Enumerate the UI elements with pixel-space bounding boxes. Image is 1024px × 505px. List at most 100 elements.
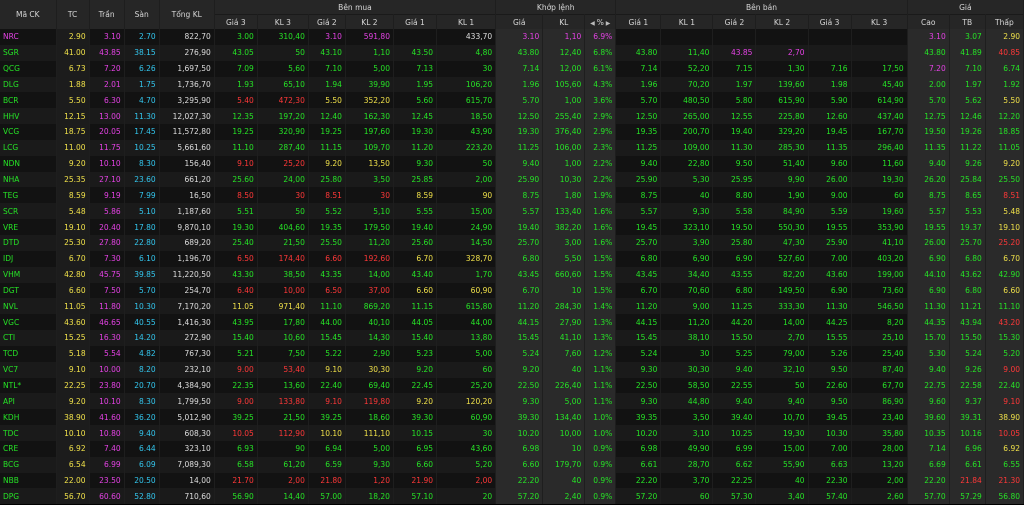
- cell-symbol[interactable]: BCG: [0, 456, 57, 473]
- cell-symbol[interactable]: NDN: [0, 155, 57, 172]
- cell-symbol[interactable]: DPG: [0, 488, 57, 505]
- col-header-symbol[interactable]: Mã CK: [0, 0, 57, 29]
- cell-symbol[interactable]: VGC: [0, 314, 57, 331]
- cell-match-pct: 1.3%: [584, 314, 617, 331]
- table-row[interactable]: TDC 10.10 10.80 9.40 608,30 10.05 112,90 10.10 1…: [0, 425, 1024, 441]
- cell-sell-vol-2: 47,30: [755, 234, 809, 251]
- cell-sell-price-1: 44.15: [615, 314, 662, 331]
- cell-total-volume: 9,870,10: [159, 219, 215, 235]
- cell-symbol[interactable]: QCG: [0, 60, 57, 77]
- table-row[interactable]: VCG 18.75 20.05 17.45 11,572,80 19.25 320,90 19…: [0, 124, 1024, 140]
- col-header-buy-6[interactable]: KL 1: [436, 14, 497, 29]
- table-row[interactable]: NDN 9.20 10.10 8.30 156,40 9.10 25,20 9.20 13,50…: [0, 155, 1024, 172]
- cell-floor: 4.70: [124, 92, 160, 109]
- col-header-sell-1[interactable]: Giá 1: [615, 14, 662, 29]
- col-header-buy-2[interactable]: KL 3: [257, 14, 309, 29]
- table-row[interactable]: DTD 25.30 27.80 22.80 689,20 25.40 21,50 25.50 1…: [0, 234, 1024, 251]
- col-header-sell-4[interactable]: KL 2: [755, 14, 809, 29]
- table-row[interactable]: CRE 6.92 7.40 6.44 323,10 6.93 90 6.94 5,00 6.95 4…: [0, 440, 1024, 457]
- cell-sell-vol-2: 19,30: [755, 425, 809, 441]
- table-row[interactable]: IDJ 6.70 7.30 6.10 1,196,70 6.50 174,40 6.60 192…: [0, 250, 1024, 267]
- cell-symbol[interactable]: VC7: [0, 361, 57, 378]
- table-row[interactable]: TEG 8.59 9.19 7.99 16,50 8.50 30 8.51 30 8.59 90 8.…: [0, 187, 1024, 204]
- table-row[interactable]: CTI 15.25 16.30 14.20 272,90 15.40 10,60 15.45 1…: [0, 330, 1024, 346]
- table-row[interactable]: KDH 38.90 41.60 36.20 5,012,90 39.25 21,50 39.2…: [0, 409, 1024, 426]
- cell-symbol[interactable]: API: [0, 393, 57, 410]
- table-row[interactable]: LCG 11.00 11.75 10.25 5,661,60 11.10 287,40 11.…: [0, 139, 1024, 156]
- cell-symbol[interactable]: NVL: [0, 298, 57, 315]
- table-row[interactable]: VC7 9.10 10.00 8.20 232,10 9.00 53,40 9.10 30,30…: [0, 361, 1024, 378]
- table-row[interactable]: NVL 11.05 11.80 10.30 7,170,20 11.05 971,40 11.…: [0, 298, 1024, 315]
- col-header-buy-4[interactable]: KL 2: [345, 14, 394, 29]
- cell-sell-price-3: 9.50: [808, 393, 852, 410]
- col-header-match-3[interactable]: ◀ % ▶: [584, 14, 617, 29]
- table-row[interactable]: NBB 22.00 23.50 20.50 14,00 21.70 2,00 21.80 1,2…: [0, 472, 1024, 489]
- col-header-match-1[interactable]: Giá: [495, 14, 544, 29]
- sort-left-icon[interactable]: ◀: [590, 19, 597, 27]
- cell-symbol[interactable]: KDH: [0, 409, 57, 426]
- col-header-total-volume[interactable]: Tổng KL: [159, 0, 215, 29]
- table-row[interactable]: TCD 5.18 5.54 4.82 767,30 5.21 7,50 5.22 2,90 5.2…: [0, 345, 1024, 362]
- cell-buy-price-3: 25.40: [214, 234, 258, 251]
- cell-symbol[interactable]: CRE: [0, 440, 57, 457]
- cell-symbol[interactable]: VCG: [0, 124, 57, 140]
- cell-symbol[interactable]: LCG: [0, 139, 57, 156]
- cell-symbol[interactable]: TCD: [0, 345, 57, 362]
- cell-symbol[interactable]: NHA: [0, 171, 57, 188]
- table-row[interactable]: BCR 5.50 6.30 4.70 3,295,90 5.40 472,30 5.50 352…: [0, 92, 1024, 109]
- table-row[interactable]: SGR 41.00 43.85 38.15 276,90 43.05 50 43.10 1,10…: [0, 44, 1024, 61]
- col-header-floor[interactable]: Sàn: [124, 0, 160, 29]
- table-row[interactable]: API 9.20 10.10 8.30 1,799,50 9.00 133,80 9.10 11…: [0, 393, 1024, 410]
- table-row[interactable]: VGC 43.60 46.65 40.55 1,416,30 43.95 17,80 44.0…: [0, 314, 1024, 331]
- table-row[interactable]: DGT 6.60 7.50 5.70 254,70 6.40 10,00 6.50 37,00 6…: [0, 282, 1024, 299]
- cell-symbol[interactable]: VHM: [0, 266, 57, 283]
- table-row[interactable]: NTL* 22.25 23.80 20.70 4,384,90 22.35 13,60 22.…: [0, 377, 1024, 394]
- table-row[interactable]: HHV 12.15 13.00 11.30 12,027,30 12.35 197,20 12…: [0, 108, 1024, 125]
- cell-symbol[interactable]: TEG: [0, 187, 57, 204]
- table-row[interactable]: DLG 1.88 2.01 1.75 1,736,70 1.93 65,10 1.94 39,9…: [0, 76, 1024, 93]
- sort-right-icon[interactable]: ▶: [603, 19, 611, 27]
- cell-symbol[interactable]: NTL*: [0, 377, 57, 394]
- cell-match-vol: 179,70: [542, 456, 586, 473]
- col-header-sell-2[interactable]: KL 1: [660, 14, 714, 29]
- cell-symbol[interactable]: BCR: [0, 92, 57, 109]
- cell-symbol[interactable]: DGT: [0, 282, 57, 299]
- group-header-buy: Bên mua: [214, 0, 497, 15]
- table-row[interactable]: BCG 6.54 6.99 6.09 7,089,30 6.58 61,20 6.59 9,30…: [0, 456, 1024, 473]
- cell-match-pct: 1.5%: [584, 266, 617, 283]
- cell-symbol[interactable]: DLG: [0, 76, 57, 93]
- cell-symbol[interactable]: SCR: [0, 203, 57, 220]
- col-header-sell-6[interactable]: KL 3: [851, 14, 908, 29]
- col-header-sell-5[interactable]: Giá 3: [808, 14, 852, 29]
- col-header-ceil[interactable]: Trần: [89, 0, 125, 29]
- cell-symbol[interactable]: NBB: [0, 472, 57, 489]
- table-row[interactable]: NRC 2.90 3.10 2.70 822,70 3.00 310,40 3.10 591,8…: [0, 29, 1024, 45]
- cell-symbol[interactable]: DTD: [0, 234, 57, 251]
- cell-buy-vol-2: 5,00: [345, 440, 394, 457]
- table-row[interactable]: QCG 6.73 7.20 6.26 1,697,50 7.09 5,60 7.10 5,00 7…: [0, 60, 1024, 77]
- cell-symbol[interactable]: NRC: [0, 29, 57, 45]
- table-row[interactable]: VRE 19.10 20.40 17.80 9,870,10 19.30 404,60 19.…: [0, 219, 1024, 235]
- col-header-price-1[interactable]: Cao: [907, 14, 950, 29]
- col-header-price-3[interactable]: Thấp: [985, 14, 1024, 29]
- cell-symbol[interactable]: TDC: [0, 425, 57, 441]
- cell-symbol[interactable]: CTI: [0, 330, 57, 346]
- cell-buy-vol-2: 18,60: [345, 409, 394, 426]
- col-header-ref[interactable]: TC: [56, 0, 90, 29]
- cell-symbol[interactable]: HHV: [0, 108, 57, 125]
- cell-symbol[interactable]: SGR: [0, 44, 57, 61]
- table-row[interactable]: NHA 25.35 27.10 23.60 661,20 25.60 24,00 25.80 3…: [0, 171, 1024, 188]
- table-row[interactable]: DPG 56.70 60.60 52.80 710,60 56.90 14,40 57.00 1…: [0, 488, 1024, 505]
- col-header-buy-3[interactable]: Giá 2: [308, 14, 346, 29]
- cell-ref: 2.90: [56, 29, 90, 45]
- col-header-sell-3[interactable]: Giá 2: [712, 14, 757, 29]
- cell-symbol[interactable]: VRE: [0, 219, 57, 235]
- cell-buy-vol-1: 14,50: [436, 234, 497, 251]
- cell-symbol[interactable]: IDJ: [0, 250, 57, 267]
- table-row[interactable]: SCR 5.48 5.86 5.10 1,187,60 5.51 50 5.52 5,10 5.5…: [0, 203, 1024, 220]
- col-header-buy-5[interactable]: Giá 1: [393, 14, 438, 29]
- col-header-match-2[interactable]: KL: [542, 14, 586, 29]
- col-header-price-2[interactable]: TB: [949, 14, 986, 29]
- table-row[interactable]: VHM 42.80 45.75 39.85 11,220,50 43.30 38,50 43.…: [0, 266, 1024, 283]
- col-header-buy-1[interactable]: Giá 3: [214, 14, 258, 29]
